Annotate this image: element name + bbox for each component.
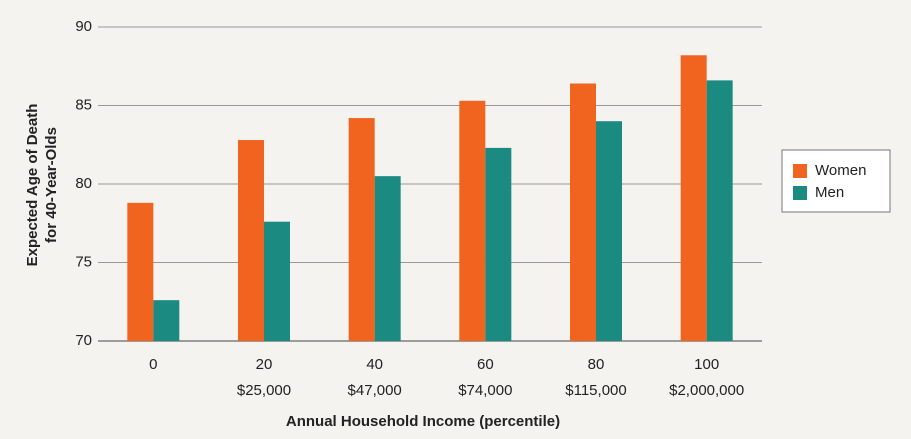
x-tick-label: 0: [149, 356, 157, 373]
y-tick-label: 75: [75, 253, 92, 270]
y-tick-label: 70: [75, 332, 92, 349]
bar: [485, 147, 512, 341]
y-tick-label: 85: [75, 96, 92, 113]
legend-swatch: [793, 186, 807, 200]
x-axis-title: Annual Household Income (percentile): [286, 413, 560, 430]
x-tick-sublabel: $74,000: [458, 382, 512, 399]
bar: [264, 221, 290, 341]
y-tick-label: 80: [75, 175, 92, 192]
bar: [127, 202, 154, 341]
legend-label: Men: [815, 184, 844, 201]
legend-box: [781, 149, 891, 213]
bar: [374, 176, 401, 341]
bar: [153, 300, 180, 341]
bar: [570, 83, 596, 342]
bar: [680, 55, 707, 341]
legend-label: Women: [815, 162, 866, 179]
bar: [706, 80, 733, 341]
y-tick-label: 90: [75, 18, 92, 35]
x-tick-sublabel: $47,000: [348, 382, 402, 399]
x-tick-label: 20: [256, 356, 273, 373]
x-tick-label: 80: [588, 356, 605, 373]
bar: [348, 118, 375, 341]
x-tick-label: 60: [477, 356, 494, 373]
bar: [459, 100, 486, 341]
y-axis-title: for 40-Year-Olds: [43, 127, 60, 243]
legend-swatch: [793, 164, 807, 178]
x-tick-label: 40: [366, 356, 383, 373]
x-tick-sublabel: $25,000: [237, 382, 291, 399]
x-tick-label: 100: [694, 356, 719, 373]
bar: [238, 140, 264, 341]
y-axis-title: Expected Age of Death: [24, 104, 41, 267]
x-tick-sublabel: $2,000,000: [669, 382, 744, 399]
x-tick-sublabel: $115,000: [565, 382, 626, 399]
bar: [596, 121, 622, 341]
